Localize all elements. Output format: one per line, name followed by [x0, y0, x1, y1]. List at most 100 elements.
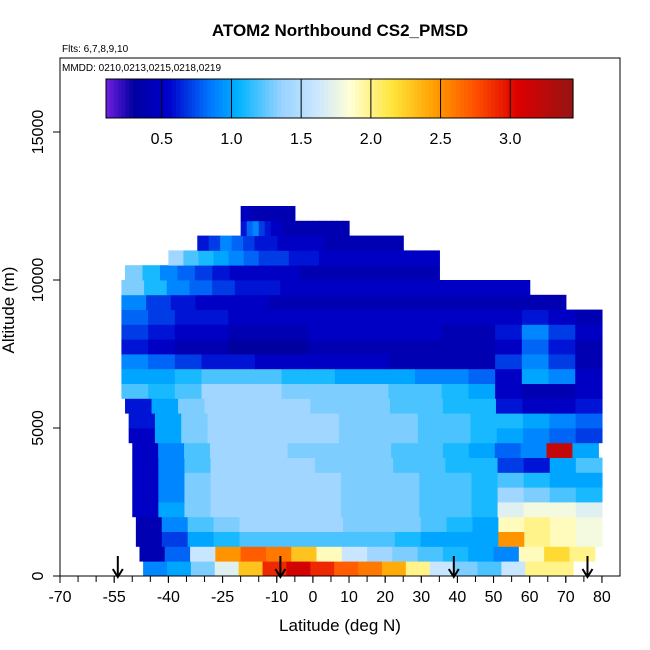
colorbar-segment-112 [541, 79, 547, 118]
heatmap-cell-23-5 [270, 220, 278, 236]
colorbar-segment-81 [421, 79, 426, 118]
heatmap-cell-9-0 [128, 428, 156, 444]
colorbar-segment-32 [230, 79, 236, 118]
colorbar-segment-23 [195, 79, 200, 118]
heatmap-cell-19-11 [370, 280, 395, 296]
heatmap-cell-21-1 [183, 250, 200, 266]
heatmap-cell-11-10 [389, 398, 418, 414]
heatmap-cell-7-9 [367, 457, 394, 473]
heatmap-cell-20-3 [177, 265, 196, 281]
heatmap-cell-22-17 [391, 235, 404, 251]
heatmap-cell-1-5 [265, 546, 292, 562]
heatmap-cell-12-0 [121, 383, 149, 399]
heatmap-cell-11-11 [416, 398, 444, 414]
colorbar-segment-24 [199, 79, 204, 118]
heatmap-cell-0-16 [525, 561, 550, 577]
heatmap-cell-18-2 [170, 294, 197, 310]
heatmap-cell-10-13 [470, 413, 498, 429]
colorbar-segment-87 [444, 79, 450, 118]
heatmap-cell-24-17 [291, 206, 296, 222]
heatmap-cell-15-4 [228, 339, 256, 355]
heatmap-cell-7-13 [471, 457, 499, 473]
heatmap-cell-23-10 [300, 220, 308, 236]
heatmap-cell-23-17 [343, 220, 350, 236]
heatmap-cell-19-12 [393, 280, 417, 296]
heatmap-cell-2-13 [472, 531, 499, 547]
heatmap-cell-1-12 [442, 546, 469, 562]
heatmap-cell-12-14 [495, 383, 523, 399]
heatmap-cell-13-12 [441, 368, 470, 384]
heatmap-cell-14-0 [121, 354, 149, 370]
heatmap-cell-19-5 [234, 280, 259, 296]
heatmap-cell-21-2 [198, 250, 215, 266]
colorbar-segment-56 [323, 79, 329, 118]
heatmap-cell-1-0 [139, 546, 166, 562]
heatmap-cell-14-5 [254, 354, 283, 370]
heatmap-cell-16-2 [174, 324, 203, 340]
heatmap-cell-17-2 [174, 309, 203, 325]
colorbar-segment-10 [144, 79, 150, 118]
arrow-markers [111, 556, 594, 579]
heatmap-cell-1-14 [493, 546, 520, 562]
heatmap-cell-12-17 [575, 383, 603, 399]
heatmap-cell-4-12 [445, 502, 473, 518]
heatmap-cell-5-1 [158, 487, 186, 503]
heatmap-cell-21-0 [168, 250, 185, 266]
heatmap-cell-10-7 [312, 413, 340, 429]
heatmap-cell-14-3 [201, 354, 229, 370]
colorbar-segment-58 [331, 79, 337, 118]
heatmap-cell-0-4 [238, 561, 264, 577]
heatmap-cell-16-8 [334, 324, 363, 340]
colorbar-segment-5 [125, 79, 130, 118]
heatmap-cell-14-15 [521, 354, 550, 370]
heatmap-cell-15-16 [548, 339, 576, 355]
heatmap-cell-4-10 [393, 502, 420, 518]
heatmap-cell-13-9 [361, 368, 389, 384]
heatmap-cell-8-8 [339, 442, 366, 458]
heatmap-cell-2-3 [213, 531, 241, 547]
x-tick-label-12: 70 [557, 589, 575, 606]
heatmap-cell-9-16 [549, 428, 577, 444]
heatmap-cell-7-15 [523, 457, 551, 473]
heatmap-cell-6-16 [549, 472, 577, 488]
heatmap-cell-5-14 [497, 487, 525, 503]
heatmap-cell-23-7 [282, 220, 290, 236]
heatmap-cell-0-1 [166, 561, 192, 577]
y-axis: 0 5000 10000 15000 [30, 110, 60, 580]
colorbar-segment-43 [273, 79, 278, 118]
heatmap-cell-10-17 [575, 413, 603, 429]
heatmap-cell-21-12 [349, 250, 365, 266]
arrow-marker-2 [447, 556, 460, 579]
heatmap-cell-1-4 [240, 546, 267, 562]
heatmap-cell-20-10 [299, 265, 318, 281]
heatmap-cell-16-15 [521, 324, 550, 340]
heatmap-cell-4-7 [314, 502, 342, 518]
colorbar-segment-67 [366, 79, 372, 118]
heatmap-cell-22-5 [254, 235, 267, 251]
colorbar-segment-116 [557, 79, 562, 118]
heatmap-cell-7-16 [549, 457, 577, 473]
heatmap-cell-2-7 [317, 531, 344, 547]
heatmap-cell-10-11 [417, 413, 445, 429]
heatmap-cell-19-2 [166, 280, 191, 296]
heatmap-cell-12-10 [388, 383, 416, 399]
heatmap-cell-22-12 [334, 235, 347, 251]
heatmap-cell-21-9 [303, 250, 320, 266]
heatmap-cell-3-1 [161, 516, 189, 532]
colorbar-segment-89 [452, 79, 457, 118]
heatmap-cell-24-6 [258, 206, 263, 222]
heatmap-cell-4-15 [523, 502, 551, 518]
heatmap-cell-22-3 [231, 235, 244, 251]
colorbar-segment-31 [226, 79, 232, 118]
heatmap-cell-8-12 [442, 442, 470, 458]
heatmap-cell-24-15 [285, 206, 290, 222]
heatmap-cell-6-9 [367, 472, 394, 488]
colorbar-segment-105 [514, 79, 520, 118]
x-tick-label-8: 30 [412, 589, 430, 606]
heatmap-cell-16-14 [495, 324, 523, 340]
heatmap-cell-2-4 [239, 531, 266, 547]
heatmap-cell-13-2 [174, 368, 203, 384]
colorbar-segment-20 [183, 79, 189, 118]
heatmap-cell-2-6 [291, 531, 318, 547]
colorbar-segment-33 [234, 79, 239, 118]
